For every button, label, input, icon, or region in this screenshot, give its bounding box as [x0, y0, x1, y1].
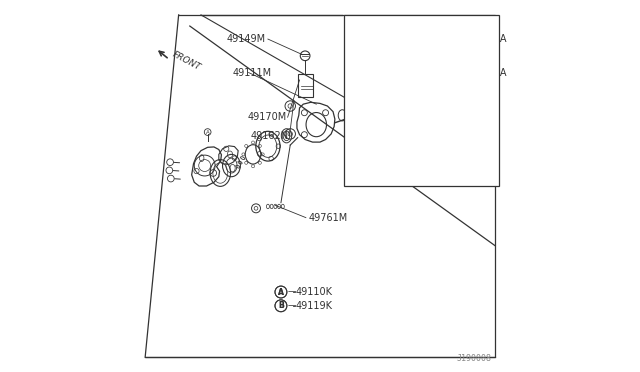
Text: 49119K: 49119K: [296, 301, 333, 311]
Text: V: V: [427, 68, 433, 77]
Polygon shape: [344, 15, 499, 186]
Text: 49111: 49111: [374, 172, 404, 182]
Text: A: A: [278, 288, 284, 296]
Text: —: —: [287, 301, 296, 310]
Text: FRONT: FRONT: [172, 50, 203, 72]
Text: —: —: [287, 288, 296, 296]
Text: 49162N: 49162N: [250, 131, 289, 141]
Text: 49110K: 49110K: [296, 287, 333, 297]
Text: 49111M: 49111M: [232, 68, 272, 77]
Text: J190008: J190008: [456, 354, 491, 363]
Text: A: A: [278, 288, 284, 296]
Text: B: B: [278, 301, 284, 310]
Text: 08915-1421A: 08915-1421A: [441, 68, 506, 77]
Text: N: N: [426, 35, 433, 44]
Text: B: B: [278, 301, 284, 310]
Text: 49149M: 49149M: [227, 34, 266, 44]
Text: A: A: [206, 129, 209, 135]
Text: ( 1 ): ( 1 ): [445, 82, 463, 91]
Text: 08911-6422A: 08911-6422A: [441, 34, 506, 44]
Text: ( 1 ): ( 1 ): [445, 49, 463, 58]
Text: 49761M: 49761M: [309, 213, 348, 222]
Text: 49170M: 49170M: [247, 112, 287, 122]
